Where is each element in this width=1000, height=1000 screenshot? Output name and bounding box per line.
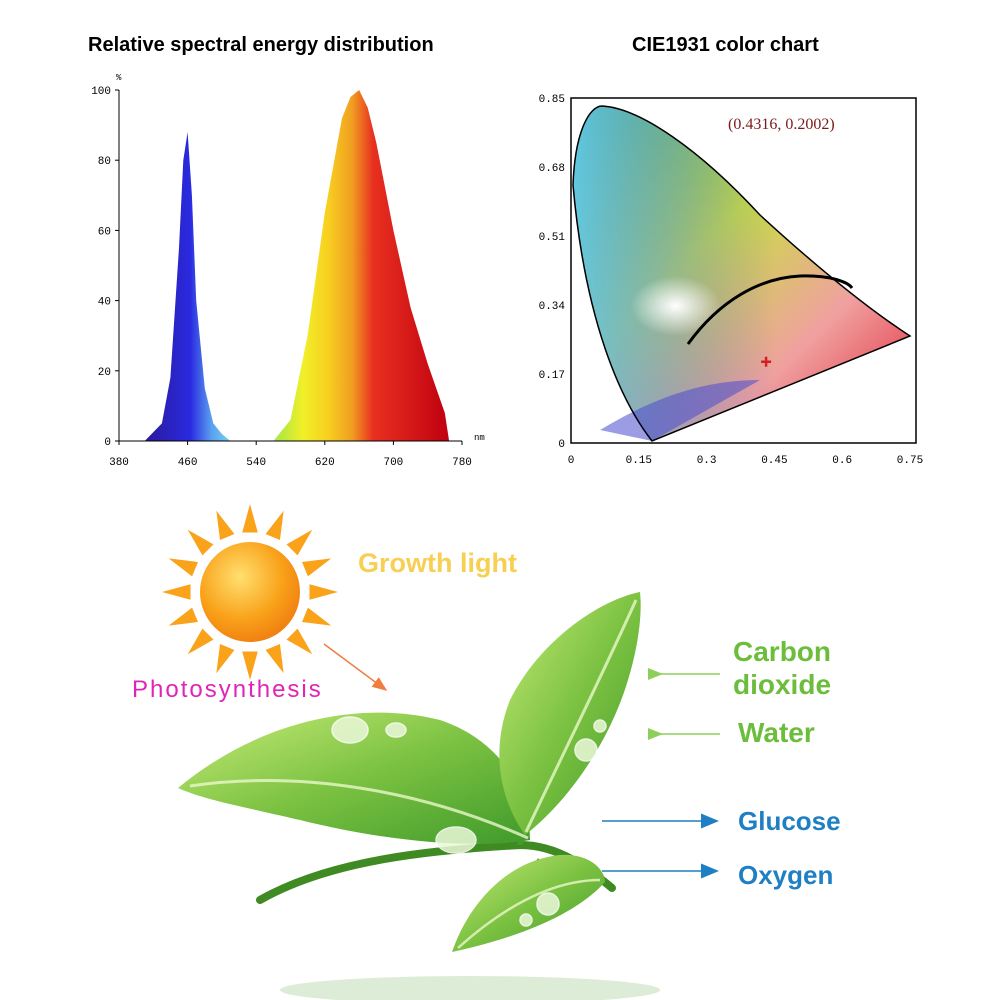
cie-x-tick-label: 0.6 [832,455,852,467]
glucose-label: Glucose [738,806,841,836]
cie-y-tick-label: 0.68 [539,163,565,175]
carbon-label-line2: dioxide [733,669,831,700]
cie-point-marker [761,356,772,367]
spec-y-tick-label: 0 [104,437,111,449]
cie-y-tick-label: 0 [558,439,565,451]
carbon-label-line1: Carbon [733,636,831,667]
leaf-left-vein [189,779,529,840]
leaf-top [499,592,641,835]
spectral-chart-title: Relative spectral energy distribution [88,34,434,56]
spec-y-tick-label: 60 [98,226,111,238]
water-droplets [331,716,607,927]
spec-x-tick-label: 460 [178,457,198,469]
sun-ray [216,643,235,674]
photosynthesis-label: Photosynthesis [132,676,323,703]
sun-ray [265,510,284,541]
water-label: Water [738,717,815,748]
sun-icon [200,542,300,642]
sun-ray [168,558,199,577]
photosynthesis-illustration: Growth light Photosynthesis Carbo [132,504,841,1000]
cie-point-label: (0.4316, 0.2002) [728,116,835,133]
cie-spectral-locus [572,105,912,442]
leaf-bottom-vein [457,878,601,949]
spec-x-tick-label: 540 [246,457,266,469]
cie-x-tick-label: 0.3 [697,455,717,467]
growth-light-label: Growth light [358,548,517,578]
cie-x-tick-label: 0 [568,455,575,467]
cie-chart: (0.4316, 0.2002) 0 0.17 0.34 0.51 0.68 0.85 0… [539,94,924,467]
spec-x-tick-label: 700 [383,457,403,469]
sun-ray [242,651,258,680]
spectrum-area [144,90,450,441]
spec-x-tick-label: 380 [109,457,129,469]
leaf-bottom [452,854,605,952]
cie-x-tick-label: 0.75 [897,455,923,467]
spec-x-unit: nm [474,433,485,443]
spectral-chart: 0 20 40 60 80 100 380 460 540 620 700 780 % nm [91,73,485,469]
sun-ray [286,628,313,655]
planckian-locus [686,274,854,345]
oxygen-label: Oxygen [738,860,833,890]
light-arrow [323,643,388,691]
sun-ray [286,529,313,556]
spec-y-tick-label: 80 [98,156,111,168]
sun-ray [301,558,332,577]
sun-rays [162,504,338,680]
sun-ray [168,607,199,626]
sun-ray [309,584,338,600]
cie-x-tick-label: 0.45 [761,455,787,467]
spec-x-tick-label: 620 [315,457,335,469]
sun-ray [242,504,258,533]
sun-ray [301,607,332,626]
plant-shadow [280,976,660,1000]
sun-ray [187,529,214,556]
cie-white-point-area [600,240,780,360]
cie-x-tick-label: 0.15 [626,455,652,467]
leaf-left [178,712,530,844]
spec-y-tick-label: 20 [98,367,111,379]
cie-y-tick-label: 0.51 [539,232,566,244]
sun-ray [187,628,214,655]
cie-y-tick-label: 0.85 [539,94,565,106]
spec-y-unit: % [116,73,122,83]
leaf-top-vein [524,599,638,833]
spec-y-tick-label: 100 [91,86,111,98]
cie-y-tick-label: 0.34 [539,301,566,313]
sun-ray [265,643,284,674]
cie-chart-title: CIE1931 color chart [632,34,819,56]
spec-y-tick-label: 40 [98,297,111,309]
cie-y-tick-label: 0.17 [539,370,565,382]
spec-x-tick-label: 780 [452,457,472,469]
cie-gamut-violet [600,380,760,441]
sun-ray [162,584,191,600]
sun-ray [216,510,235,541]
